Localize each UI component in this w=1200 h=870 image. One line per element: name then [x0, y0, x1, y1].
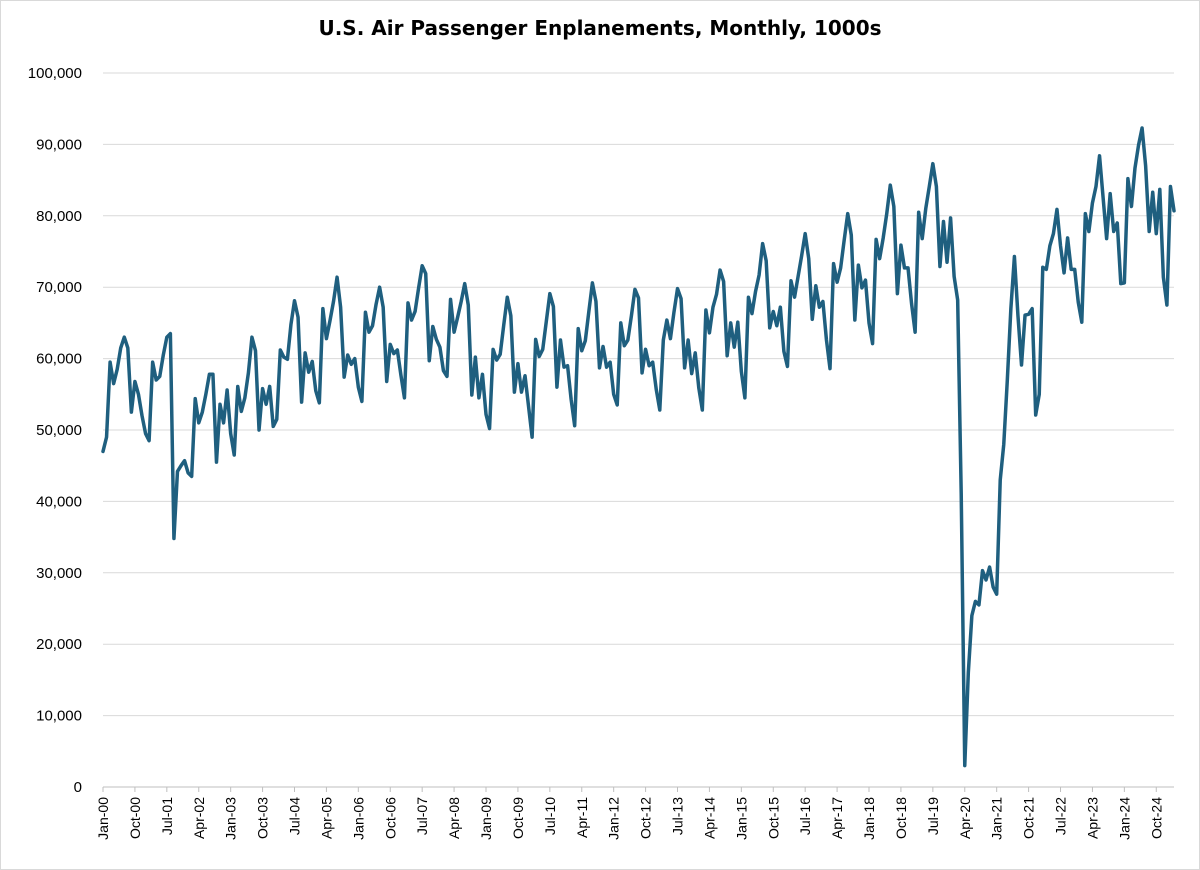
x-tick-label: Oct-06 — [382, 797, 398, 839]
y-tick-label: 100,000 — [28, 65, 82, 82]
x-tick-label: Oct-18 — [893, 797, 909, 839]
x-tick-label: Jan-03 — [223, 797, 239, 840]
x-tick-label: Apr-23 — [1084, 797, 1100, 839]
series-line-enplanements — [101, 126, 1176, 768]
x-tick-label: Oct-03 — [255, 797, 271, 839]
x-tick-label: Apr-08 — [446, 797, 462, 839]
y-tick-label: 80,000 — [36, 208, 82, 225]
y-tick-label: 10,000 — [36, 708, 82, 725]
x-tick-label: Jan-24 — [1116, 797, 1132, 840]
x-tick-label: Jan-06 — [350, 797, 366, 840]
x-tick-label: Apr-20 — [957, 797, 973, 839]
x-tick-label: Jul-04 — [287, 797, 303, 835]
gridlines — [103, 72, 1174, 717]
x-tick-label: Jan-09 — [478, 797, 494, 840]
y-tick-label: 0 — [74, 779, 82, 796]
x-tick-label: Jul-13 — [670, 797, 686, 835]
x-tick-label: Oct-00 — [127, 797, 143, 839]
chart-title: U.S. Air Passenger Enplanements, Monthly… — [318, 16, 882, 40]
x-tick-label: Jan-15 — [733, 797, 749, 840]
x-tick-label: Apr-17 — [829, 797, 845, 839]
x-tick-label: Oct-12 — [638, 797, 654, 839]
x-tick-label: Jul-22 — [1053, 797, 1069, 835]
x-tick-label: Jul-10 — [542, 797, 558, 835]
x-tick-label: Apr-14 — [701, 797, 717, 839]
y-tick-label: 20,000 — [36, 636, 82, 653]
y-tick-label: 30,000 — [36, 565, 82, 582]
y-tick-label: 50,000 — [36, 422, 82, 439]
x-tick-label: Jul-07 — [414, 797, 430, 835]
x-tick-label: Jan-00 — [95, 797, 111, 840]
x-tick-label: Oct-15 — [765, 797, 781, 839]
y-tick-label: 60,000 — [36, 351, 82, 368]
x-axis — [102, 786, 1174, 792]
x-axis-labels: Jan-00 Oct-00 Jul-01 Apr-02 Jan-03 Oct-03 Jul-… — [95, 797, 1164, 840]
y-tick-label: 40,000 — [36, 493, 82, 510]
x-tick-label: Jan-18 — [861, 797, 877, 840]
x-tick-label: Apr-11 — [574, 797, 590, 838]
x-tick-label: Jan-12 — [606, 797, 622, 840]
x-tick-label: Jul-01 — [159, 797, 175, 835]
x-tick-label: Jan-21 — [989, 797, 1005, 840]
y-axis-labels: 100,000 90,000 80,000 70,000 60,000 50,000 40,… — [28, 65, 82, 796]
y-tick-label: 90,000 — [36, 136, 82, 153]
x-tick-label: Apr-02 — [191, 797, 207, 839]
x-tick-label: Jul-19 — [925, 797, 941, 835]
x-tick-label: Oct-09 — [510, 797, 526, 839]
y-tick-label: 70,000 — [36, 279, 82, 296]
x-tick-label: Apr-05 — [318, 797, 334, 839]
x-tick-label: Oct-21 — [1021, 797, 1037, 839]
series-layer — [101, 126, 1176, 768]
x-tick-label: Jul-16 — [797, 797, 813, 835]
x-tick-label: Oct-24 — [1148, 797, 1164, 839]
